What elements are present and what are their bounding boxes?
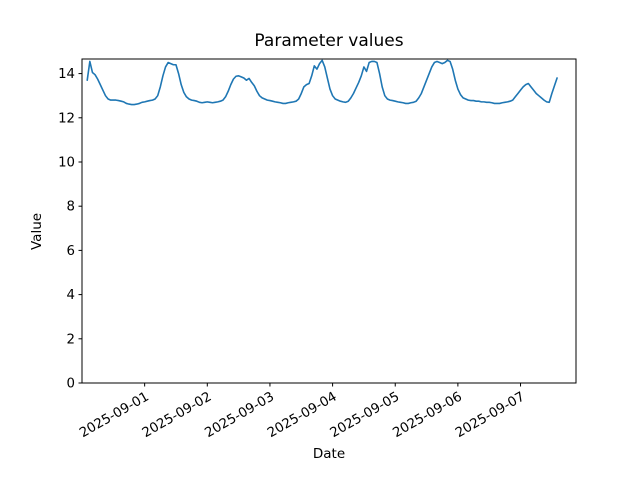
y-tick-label: 10 — [58, 155, 75, 170]
y-axis-title: Value — [29, 212, 45, 250]
y-tick-label: 4 — [67, 288, 75, 303]
y-tick-label: 8 — [67, 200, 75, 215]
y-tick-label: 2 — [67, 332, 75, 347]
x-tick-label: 2025-09-04 — [265, 389, 339, 441]
x-tick-label: 2025-09-01 — [77, 389, 151, 441]
y-tick-label: 6 — [67, 244, 75, 259]
data-line — [86, 59, 558, 106]
x-tick-label: 2025-09-07 — [453, 389, 527, 441]
chart-title: Parameter values — [254, 31, 404, 51]
x-tick-label: 2025-09-02 — [140, 389, 214, 441]
x-tick-label: 2025-09-03 — [203, 389, 277, 441]
y-tick-label: 0 — [67, 377, 75, 392]
x-axis-title: Date — [312, 446, 346, 462]
x-tick-label: 2025-09-05 — [328, 389, 402, 441]
axes-frame — [81, 58, 577, 384]
x-tick-label: 2025-09-06 — [390, 389, 464, 441]
y-tick-label: 12 — [58, 111, 75, 126]
y-tick-label: 14 — [58, 67, 75, 82]
